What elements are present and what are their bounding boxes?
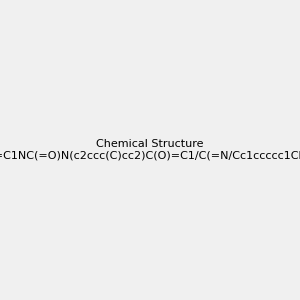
Text: Chemical Structure
O=C1NC(=O)N(c2ccc(C)cc2)C(O)=C1/C(=N/Cc1ccccc1Cl)C: Chemical Structure O=C1NC(=O)N(c2ccc(C)c… [0,139,300,161]
